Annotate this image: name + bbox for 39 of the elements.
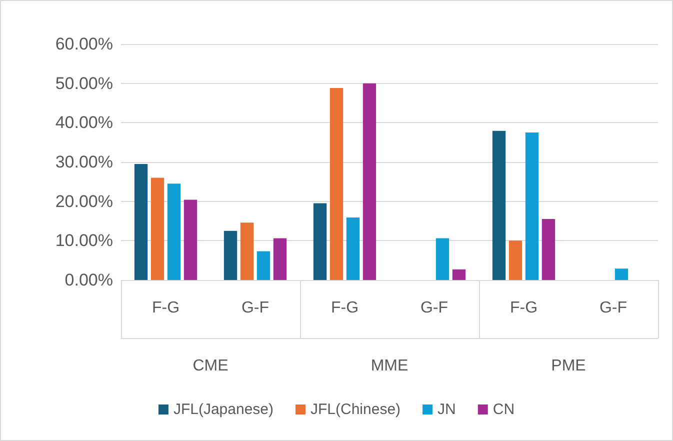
x-tick-label: F-G [510, 300, 538, 316]
x-tick-label: F-G [152, 300, 180, 316]
text: PME [551, 358, 586, 374]
bar [452, 269, 466, 280]
bar [346, 217, 360, 280]
bar [184, 200, 198, 280]
text: MME [370, 358, 408, 374]
bar [134, 164, 148, 280]
bar [167, 184, 181, 280]
bar [330, 88, 344, 280]
x-tick-label: G-F [420, 300, 448, 316]
x-tick-label: G-F [599, 300, 628, 316]
x-tick-label: G-F [241, 300, 270, 316]
bar [224, 230, 238, 280]
y-tick-label: 50.00% [55, 74, 113, 93]
bar [525, 132, 539, 280]
bar [150, 178, 164, 280]
y-tick-label: 20.00% [55, 192, 113, 211]
legend-label: JFL(Japanese) [173, 401, 274, 418]
legend-label: JN [438, 401, 456, 418]
y-tick-label: 40.00% [55, 113, 113, 132]
legend-label: JFL(Chinese) [310, 401, 401, 418]
bar [273, 238, 287, 280]
x-tick-label: F-G [330, 300, 359, 316]
legend-label: CN [492, 401, 515, 418]
bar [256, 251, 270, 280]
bar [240, 222, 254, 280]
y-tick-label: 30.00% [55, 152, 113, 172]
bar [313, 203, 327, 280]
bar [508, 240, 522, 280]
bar [614, 268, 628, 280]
y-tick-label: 0.00% [64, 270, 113, 290]
y-tick-label: 10.00% [55, 231, 113, 250]
text: CME [192, 358, 228, 374]
bar [436, 238, 450, 280]
y-tick-label: 60.00% [55, 34, 113, 54]
bar [542, 219, 556, 280]
bar [492, 130, 506, 280]
bar [362, 83, 376, 280]
